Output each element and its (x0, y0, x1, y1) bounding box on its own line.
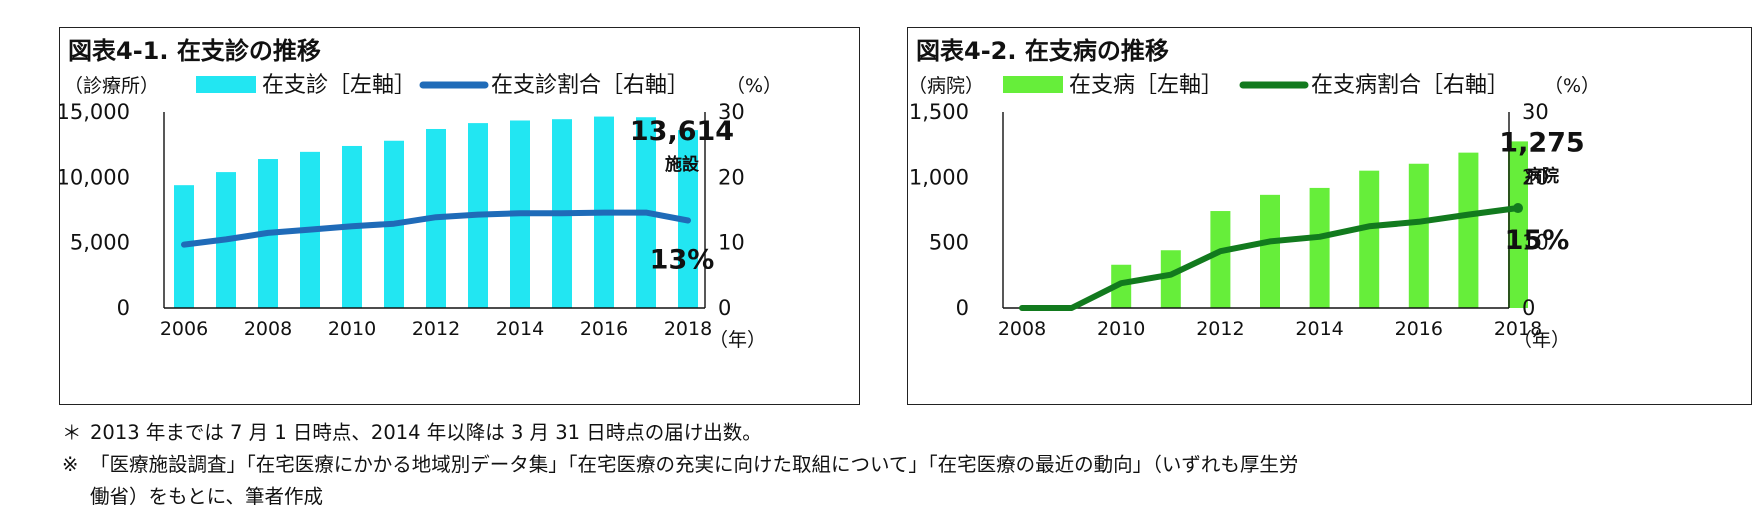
bar (1260, 194, 1280, 308)
x-tick-label: 2010 (328, 318, 376, 340)
legend-bar-label: 在支病［左軸］ (1069, 73, 1223, 98)
x-tick-label: 2018 (1494, 318, 1542, 340)
left-tick-label: 0 (117, 296, 130, 320)
x-tick-label: 2012 (412, 318, 460, 340)
x-tick-label: 2016 (1395, 318, 1443, 340)
unit-annotation: 病院 (1525, 165, 1559, 186)
unit-annotation: 施設 (665, 154, 700, 175)
left-tick-label: 0 (956, 296, 969, 320)
x-tick-label: 2014 (1295, 318, 1343, 340)
left-tick-label: 15,000 (60, 100, 130, 124)
x-tick-label: 2008 (244, 318, 292, 340)
left-axis-unit: （診療所） (64, 75, 159, 97)
left-tick-label: 1,500 (909, 100, 969, 124)
chart-hospitals: 図表4-2. 在支病の推移 （病院） （%） 在支病［左軸］ 在支病割合［右軸］ 0 500… (908, 37, 1600, 351)
chart-panel-hospitals: 図表4-2. 在支病の推移 （病院） （%） 在支病［左軸］ 在支病割合［右軸］ 0 500… (907, 27, 1752, 405)
chart-clinics: 図表4-1. 在支診の推移 （診療所） （%） 在支診［左軸］ 在支診割合［右軸］ 0 5,… (60, 37, 782, 351)
legend-bar-swatch (1003, 76, 1063, 93)
legend-line-label: 在支病割合［右軸］ (1311, 73, 1509, 98)
x-tick-label: 2014 (496, 318, 544, 340)
bar (1408, 163, 1429, 308)
footnote-source: ※ 「医療施設調査」「在宅医療にかかる地域別データ集」「在宅医療の充実に向けた取… (62, 449, 1752, 481)
x-tick-label: 2008 (998, 318, 1046, 340)
footnote-text: 2013 年までは 7 月 1 日時点、2014 年以降は 3 月 31 日時点… (90, 421, 762, 444)
right-tick-label: 30 (718, 100, 745, 124)
footnote-source-cont: 働省）をもとに、筆者作成 (62, 481, 1752, 513)
x-tick-label: 2016 (580, 318, 628, 340)
legend-line-label: 在支診割合［右軸］ (491, 73, 689, 98)
footnote-date: ＊ 2013 年までは 7 月 1 日時点、2014 年以降は 3 月 31 日… (62, 417, 1752, 449)
value-annotation: 13,614 (630, 116, 734, 147)
right-tick-label: 10 (718, 231, 745, 255)
right-tick-label: 0 (718, 296, 731, 320)
percent-annotation: 13% (650, 244, 715, 275)
x-axis-unit: （年） (1513, 329, 1570, 351)
x-tick-label: 2006 (160, 318, 208, 340)
line-series (181, 209, 691, 248)
bar (1458, 152, 1479, 308)
value-annotation: 1,275 (1499, 127, 1584, 158)
footnote-mark: ＊ (62, 421, 82, 444)
line-end-marker (1513, 203, 1523, 214)
left-tick-label: 10,000 (60, 165, 130, 189)
chart-title: 図表4-2. 在支病の推移 (916, 37, 1169, 65)
chart-title: 図表4-1. 在支診の推移 (68, 37, 321, 65)
left-tick-label: 1,000 (909, 165, 969, 189)
right-axis-unit: （%） (1544, 75, 1600, 97)
line-series (1019, 205, 1521, 311)
legend-bar-label: 在支診［左軸］ (262, 73, 416, 98)
legend-bar-swatch (196, 76, 256, 93)
footnote-text: 「医療施設調査」「在宅医療にかかる地域別データ集」「在宅医療の充実に向けた取組に… (90, 453, 1299, 476)
x-tick-label: 2018 (664, 318, 712, 340)
chart-panel-clinics: 図表4-1. 在支診の推移 （診療所） （%） 在支診［左軸］ 在支診割合［右軸］ 0 5,… (59, 27, 860, 405)
right-tick-label: 30 (1522, 100, 1549, 124)
footnote-text: 働省）をもとに、筆者作成 (90, 485, 324, 508)
bar (1508, 141, 1528, 308)
footnotes: ＊ 2013 年までは 7 月 1 日時点、2014 年以降は 3 月 31 日… (62, 417, 1752, 513)
percent-annotation: 15% (1505, 225, 1570, 256)
bar (1160, 250, 1181, 308)
x-axis-unit: （年） (709, 329, 766, 351)
bar (1210, 211, 1231, 308)
right-tick-label: 10 (1522, 231, 1549, 255)
left-axis-unit: （病院） (908, 75, 984, 97)
x-tick-label: 2012 (1196, 318, 1244, 340)
right-tick-label: 20 (1522, 165, 1549, 189)
right-tick-label: 20 (718, 165, 745, 189)
left-tick-label: 500 (929, 231, 969, 255)
left-tick-label: 5,000 (70, 231, 130, 255)
bar (1309, 187, 1330, 308)
x-tick-label: 2010 (1097, 318, 1145, 340)
footnote-mark: ※ (62, 453, 79, 476)
bar (1359, 170, 1380, 308)
right-tick-label: 0 (1522, 296, 1535, 320)
right-axis-unit: （%） (726, 75, 782, 97)
